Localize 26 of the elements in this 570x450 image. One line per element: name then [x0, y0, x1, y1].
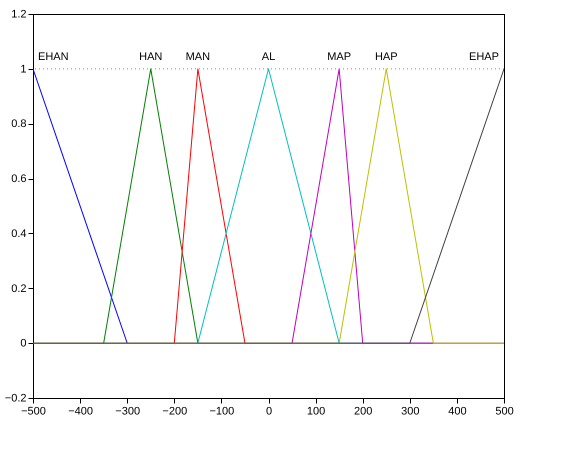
series-label: EHAP: [469, 50, 499, 63]
x-tick-label: 200: [354, 406, 372, 418]
series-label: HAN: [139, 50, 162, 63]
x-tick-label: 300: [401, 406, 420, 418]
x-tick-label: 400: [448, 406, 467, 418]
y-tick-label: 0.4: [11, 228, 26, 240]
y-tick-label: −0.2: [4, 392, 26, 404]
y-tick-label: 1.2: [11, 8, 26, 20]
y-tick-label: 0.8: [11, 118, 26, 130]
series-label: MAN: [186, 50, 210, 63]
x-tick-label: −400: [68, 406, 93, 418]
series-label: MAP: [327, 50, 352, 63]
x-tick-label: −500: [21, 406, 46, 418]
x-tick-label: 100: [306, 406, 326, 418]
y-tick-label: 0: [20, 338, 26, 350]
y-tick-label: 1: [20, 63, 26, 76]
series-label: EHAN: [38, 50, 69, 63]
x-tick-label: −100: [210, 406, 234, 418]
x-tick-label: −300: [115, 406, 140, 418]
x-tick-label: 500: [495, 406, 514, 418]
series-label: AL: [262, 50, 276, 63]
x-tick-label: 0: [266, 406, 272, 418]
y-tick-label: 0.6: [11, 173, 26, 186]
y-tick-label: 0.2: [11, 282, 26, 295]
series-label: HAP: [374, 50, 398, 63]
x-tick-label: −200: [162, 406, 188, 418]
